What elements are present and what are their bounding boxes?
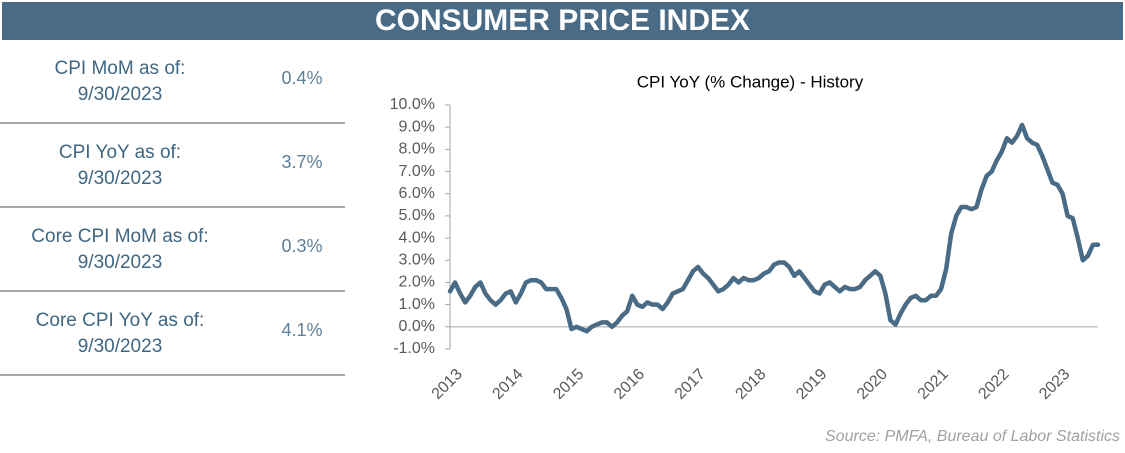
stat-row: CPI YoY as of: 9/30/2023 3.7% <box>0 124 345 208</box>
y-tick-label: 4.0% <box>399 229 435 246</box>
stat-label-text: CPI MoM as of: <box>54 58 186 79</box>
stat-date: 9/30/2023 <box>77 252 163 273</box>
stat-value: 4.1% <box>281 320 323 340</box>
source: Source: PMFA, Bureau of Labor Statistics <box>825 428 1120 445</box>
y-tick-label: 10.0% <box>390 96 435 113</box>
cpi-line <box>447 122 1101 334</box>
stat-row: Core CPI MoM as of: 9/30/2023 0.3% <box>0 208 345 292</box>
stat-label: CPI YoY as of: 9/30/2023 <box>0 140 240 192</box>
x-tick-label: 2015 <box>550 366 587 403</box>
chart-title: CPI YoY (% Change) - History <box>637 72 864 91</box>
x-tick-label: 2023 <box>1036 366 1073 403</box>
stat-label-text: Core CPI MoM as of: <box>31 226 209 247</box>
y-tick-label: 7.0% <box>399 163 435 180</box>
stat-label-text: Core CPI YoY as of: <box>35 310 205 331</box>
y-tick-label: 6.0% <box>399 185 435 202</box>
x-tick-label: 2014 <box>489 366 526 403</box>
x-tick-label: 2016 <box>611 366 648 403</box>
stat-row: CPI MoM as of: 9/30/2023 0.4% <box>0 40 345 124</box>
stat-date: 9/30/2023 <box>77 336 163 357</box>
stat-date: 9/30/2023 <box>77 168 163 189</box>
stat-value: 0.4% <box>281 68 323 88</box>
stat-label: Core CPI YoY as of: 9/30/2023 <box>0 308 240 360</box>
stat-label: CPI MoM as of: 9/30/2023 <box>0 56 240 108</box>
stat-date: 9/30/2023 <box>77 84 163 105</box>
y-tick-label: 2.0% <box>399 274 435 291</box>
y-tick-label: 5.0% <box>399 207 435 224</box>
x-tick-label: 2019 <box>793 366 830 403</box>
x-tick-label: 2017 <box>672 366 709 403</box>
x-tick-label: 2022 <box>975 366 1012 403</box>
y-tick-label: 3.0% <box>399 251 435 268</box>
stat-row: Core CPI YoY as of: 9/30/2023 4.1% <box>0 292 345 376</box>
x-tick-label: 2018 <box>732 366 769 403</box>
y-tick-label: 8.0% <box>399 141 435 158</box>
stat-label: Core CPI MoM as of: 9/30/2023 <box>0 224 240 276</box>
y-tick-label: -1.0% <box>393 340 435 357</box>
x-tick-label: 2020 <box>854 366 891 403</box>
header-title: CONSUMER PRICE INDEX <box>2 2 1123 40</box>
stat-value: 0.3% <box>281 236 323 256</box>
y-tick-label: 9.0% <box>399 118 435 135</box>
y-tick-label: 1.0% <box>399 296 435 313</box>
x-tick-label: 2021 <box>915 366 952 403</box>
stat-label-text: CPI YoY as of: <box>58 142 182 163</box>
y-tick-label: 0.0% <box>399 318 435 335</box>
stat-value: 3.7% <box>281 152 323 172</box>
x-tick-label: 2013 <box>429 366 466 403</box>
